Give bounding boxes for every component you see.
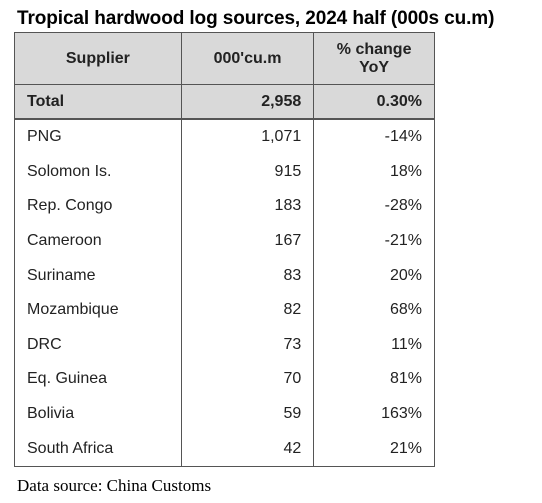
row-supplier: PNG (14, 118, 182, 155)
row-volume: 59 (180, 396, 315, 432)
row-supplier: DRC (14, 327, 182, 363)
row-change: 21% (313, 431, 435, 467)
row-volume: 73 (180, 327, 315, 363)
table-row: South Africa 42 21% (14, 431, 435, 467)
table-row: PNG 1,071 -14% (14, 118, 435, 155)
row-change: -28% (313, 189, 435, 224)
row-supplier: Cameroon (14, 223, 182, 259)
row-change: 20% (313, 258, 435, 293)
table-title: Tropical hardwood log sources, 2024 half… (17, 8, 495, 29)
row-volume: 83 (180, 258, 315, 293)
row-supplier: Bolivia (14, 396, 182, 432)
row-volume: 167 (180, 223, 315, 259)
header-supplier: Supplier (14, 32, 182, 85)
total-change: 0.30% (313, 84, 435, 120)
table-row: Cameroon 167 -21% (14, 223, 435, 259)
row-supplier: South Africa (14, 431, 182, 467)
row-change: 163% (313, 396, 435, 432)
row-change: -14% (313, 118, 435, 155)
row-volume: 915 (180, 154, 315, 190)
row-change: -21% (313, 223, 435, 259)
table-row: Eq. Guinea 70 81% (14, 362, 435, 397)
table-row: Mozambique 82 68% (14, 292, 435, 328)
row-volume: 42 (180, 431, 315, 467)
table-row: Solomon Is. 915 18% (14, 154, 435, 190)
table-row: DRC 73 11% (14, 327, 435, 363)
row-supplier: Eq. Guinea (14, 362, 182, 397)
table-row: Bolivia 59 163% (14, 396, 435, 432)
row-volume: 82 (180, 292, 315, 328)
row-supplier: Suriname (14, 258, 182, 293)
row-volume: 183 (180, 189, 315, 224)
row-volume: 1,071 (180, 118, 315, 155)
data-source-note: Data source: China Customs (17, 476, 212, 495)
log-sources-table: Supplier 000'cu.m % change YoY Total 2,9… (14, 32, 435, 467)
row-change: 68% (313, 292, 435, 328)
header-change-line2: YoY (359, 58, 390, 76)
row-supplier: Solomon Is. (14, 154, 182, 190)
row-supplier: Mozambique (14, 292, 182, 328)
header-volume: 000'cu.m (180, 32, 315, 85)
row-change: 11% (313, 327, 435, 363)
table-row: Rep. Congo 183 -28% (14, 189, 435, 224)
table-row: Suriname 83 20% (14, 258, 435, 293)
row-supplier: Rep. Congo (14, 189, 182, 224)
total-volume: 2,958 (180, 84, 315, 120)
row-volume: 70 (180, 362, 315, 397)
header-row: Supplier 000'cu.m % change YoY (14, 32, 435, 85)
header-change: % change YoY (313, 32, 435, 85)
header-change-line1: % change (336, 40, 412, 58)
row-change: 81% (313, 362, 435, 397)
total-row: Total 2,958 0.30% (14, 84, 435, 120)
row-change: 18% (313, 154, 435, 190)
total-supplier: Total (14, 84, 182, 120)
